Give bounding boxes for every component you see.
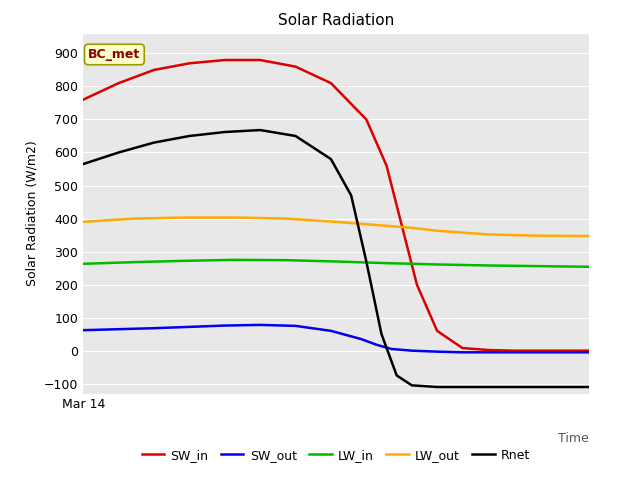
Rnet [534, 384, 542, 390]
SW_in [585, 348, 593, 354]
Line: SW_out: SW_out [83, 325, 589, 352]
LW_out [383, 223, 390, 228]
LW_in [383, 260, 390, 266]
Rnet [186, 133, 193, 139]
Text: Time: Time [558, 432, 589, 445]
SW_out [115, 326, 122, 332]
SW_out [534, 349, 542, 355]
SW_in [413, 282, 420, 288]
LW_in [231, 257, 239, 263]
LW_out [484, 231, 492, 237]
SW_in [292, 64, 300, 70]
Rnet [257, 127, 264, 133]
LW_in [433, 262, 441, 267]
Legend: SW_in, SW_out, LW_in, LW_out, Rnet: SW_in, SW_out, LW_in, LW_out, Rnet [136, 444, 536, 467]
SW_in [383, 163, 390, 168]
LW_out [231, 215, 239, 220]
SW_out [186, 324, 193, 330]
SW_out [79, 327, 87, 333]
SW_in [115, 80, 122, 86]
Rnet [408, 383, 416, 388]
SW_out [327, 328, 335, 334]
LW_out [433, 228, 441, 234]
SW_in [362, 117, 370, 122]
SW_out [150, 325, 158, 331]
SW_out [358, 336, 365, 342]
Line: LW_out: LW_out [83, 217, 589, 236]
SW_in [398, 222, 406, 228]
LW_in [130, 259, 138, 265]
LW_in [484, 263, 492, 268]
Rnet [79, 161, 87, 167]
SW_out [292, 323, 300, 329]
Title: Solar Radiation: Solar Radiation [278, 13, 394, 28]
Rnet [221, 129, 228, 135]
LW_out [282, 216, 289, 221]
LW_in [585, 264, 593, 270]
SW_out [585, 349, 593, 355]
Rnet [484, 384, 492, 390]
Rnet [585, 384, 593, 390]
SW_out [484, 349, 492, 355]
LW_out [585, 233, 593, 239]
LW_out [332, 219, 340, 225]
LW_out [130, 216, 138, 221]
Line: LW_in: LW_in [83, 260, 589, 267]
LW_out [408, 225, 416, 231]
LW_out [534, 233, 542, 239]
SW_in [459, 345, 467, 351]
Rnet [362, 259, 370, 264]
SW_in [560, 348, 568, 354]
Rnet [115, 150, 122, 156]
SW_out [257, 322, 264, 328]
SW_in [221, 57, 228, 63]
SW_in [257, 57, 264, 63]
Rnet [393, 372, 401, 378]
SW_out [372, 342, 380, 348]
SW_in [534, 348, 542, 354]
SW_in [150, 67, 158, 73]
SW_in [484, 347, 492, 353]
SW_in [433, 328, 441, 334]
Line: Rnet: Rnet [83, 130, 589, 387]
SW_out [433, 349, 441, 355]
LW_in [180, 258, 188, 264]
Rnet [433, 384, 441, 390]
Y-axis label: Solar Radiation (W/m2): Solar Radiation (W/m2) [26, 141, 38, 287]
SW_out [459, 349, 467, 355]
SW_in [79, 97, 87, 103]
SW_in [186, 60, 193, 66]
Line: SW_in: SW_in [83, 60, 589, 351]
Rnet [292, 133, 300, 139]
LW_in [534, 263, 542, 269]
SW_in [509, 348, 517, 354]
LW_out [180, 215, 188, 220]
LW_in [79, 261, 87, 267]
LW_in [282, 257, 289, 263]
Rnet [378, 331, 385, 337]
LW_out [79, 219, 87, 225]
Rnet [348, 192, 355, 198]
Rnet [327, 156, 335, 162]
SW_out [221, 323, 228, 328]
SW_in [327, 80, 335, 86]
Rnet [150, 140, 158, 145]
SW_out [408, 348, 416, 354]
LW_in [332, 259, 340, 264]
Text: BC_met: BC_met [88, 48, 141, 61]
SW_out [388, 346, 396, 352]
